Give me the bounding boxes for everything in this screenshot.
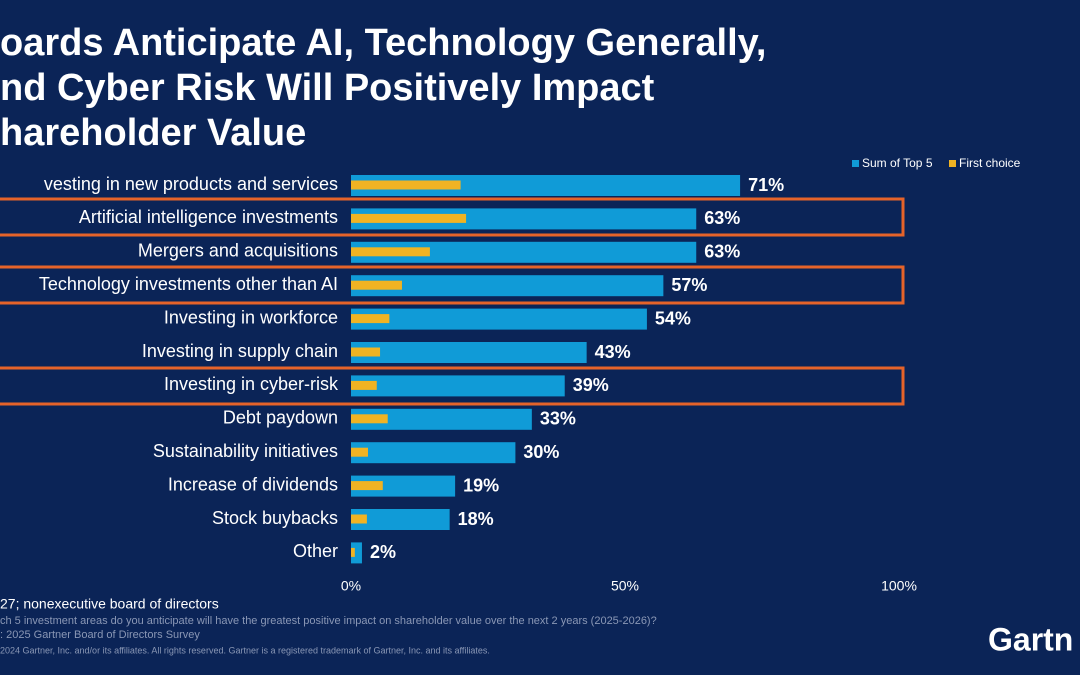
bar bbox=[351, 347, 381, 357]
value-label: 39% bbox=[573, 375, 609, 395]
bar bbox=[351, 342, 587, 363]
category-label: Investing in workforce bbox=[164, 307, 338, 327]
bar bbox=[351, 408, 532, 430]
footnote: : 2025 Gartner Board of Directors Survey bbox=[0, 629, 200, 641]
category-label: Increase of dividends bbox=[168, 474, 338, 494]
x-tick-label: 50% bbox=[611, 578, 639, 594]
bar bbox=[351, 547, 355, 557]
bar bbox=[351, 542, 362, 564]
value-label: 71% bbox=[748, 175, 784, 195]
bar bbox=[351, 275, 664, 297]
category-label: Investing in cyber-risk bbox=[164, 374, 339, 394]
value-label: 54% bbox=[655, 308, 691, 328]
category-label: Sustainability initiatives bbox=[153, 441, 338, 461]
logo: Gartn bbox=[988, 621, 1073, 657]
x-tick-label: 0% bbox=[341, 578, 361, 594]
legend-swatch bbox=[949, 160, 956, 167]
value-label: 19% bbox=[463, 475, 499, 495]
value-label: 18% bbox=[458, 509, 494, 529]
legend-label: First choice bbox=[959, 156, 1021, 170]
footnote: 2024 Gartner, Inc. and/or its affiliates… bbox=[0, 645, 490, 655]
category-label: vesting in new products and services bbox=[44, 174, 338, 194]
chart-title: oards Anticipate AI, Technology Generall… bbox=[0, 22, 767, 64]
value-label: 30% bbox=[523, 442, 559, 462]
bar bbox=[351, 180, 461, 190]
footnote: 27; nonexecutive board of directors bbox=[0, 596, 219, 612]
bar bbox=[351, 314, 390, 324]
chart-title: hareholder Value bbox=[0, 112, 306, 154]
highlight-box bbox=[0, 265, 905, 305]
bar bbox=[351, 241, 697, 263]
highlight-box bbox=[0, 197, 905, 237]
highlight-box bbox=[0, 366, 905, 406]
legend-swatch bbox=[852, 160, 859, 167]
bar bbox=[351, 475, 456, 497]
category-label: Other bbox=[293, 541, 338, 561]
value-label: 43% bbox=[595, 342, 631, 362]
category-label: Technology investments other than AI bbox=[39, 274, 338, 294]
value-label: 57% bbox=[671, 275, 707, 295]
bar bbox=[351, 514, 367, 524]
bar bbox=[351, 509, 450, 530]
category-label: Mergers and acquisitions bbox=[138, 241, 338, 261]
bar bbox=[351, 414, 388, 424]
value-label: 33% bbox=[540, 409, 576, 429]
value-label: 2% bbox=[370, 542, 396, 562]
bar bbox=[351, 380, 377, 390]
footnote: ch 5 investment areas do you anticipate … bbox=[0, 615, 657, 627]
bar bbox=[351, 442, 516, 464]
bar bbox=[351, 175, 741, 196]
category-label: Debt paydown bbox=[223, 408, 338, 428]
x-tick-label: 100% bbox=[881, 578, 917, 594]
bar bbox=[351, 213, 467, 223]
category-label: Stock buybacks bbox=[212, 508, 338, 528]
category-label: Artificial intelligence investments bbox=[79, 207, 338, 227]
bar bbox=[351, 375, 565, 397]
chart-title: nd Cyber Risk Will Positively Impact bbox=[0, 67, 655, 109]
bar bbox=[351, 308, 647, 330]
bar bbox=[351, 447, 368, 457]
value-label: 63% bbox=[704, 242, 740, 262]
value-label: 63% bbox=[704, 208, 740, 228]
legend-label: Sum of Top 5 bbox=[862, 156, 933, 170]
category-label: Investing in supply chain bbox=[142, 341, 338, 361]
bar bbox=[351, 280, 402, 290]
bar bbox=[351, 247, 430, 257]
bar bbox=[351, 208, 697, 230]
bar bbox=[351, 481, 383, 491]
